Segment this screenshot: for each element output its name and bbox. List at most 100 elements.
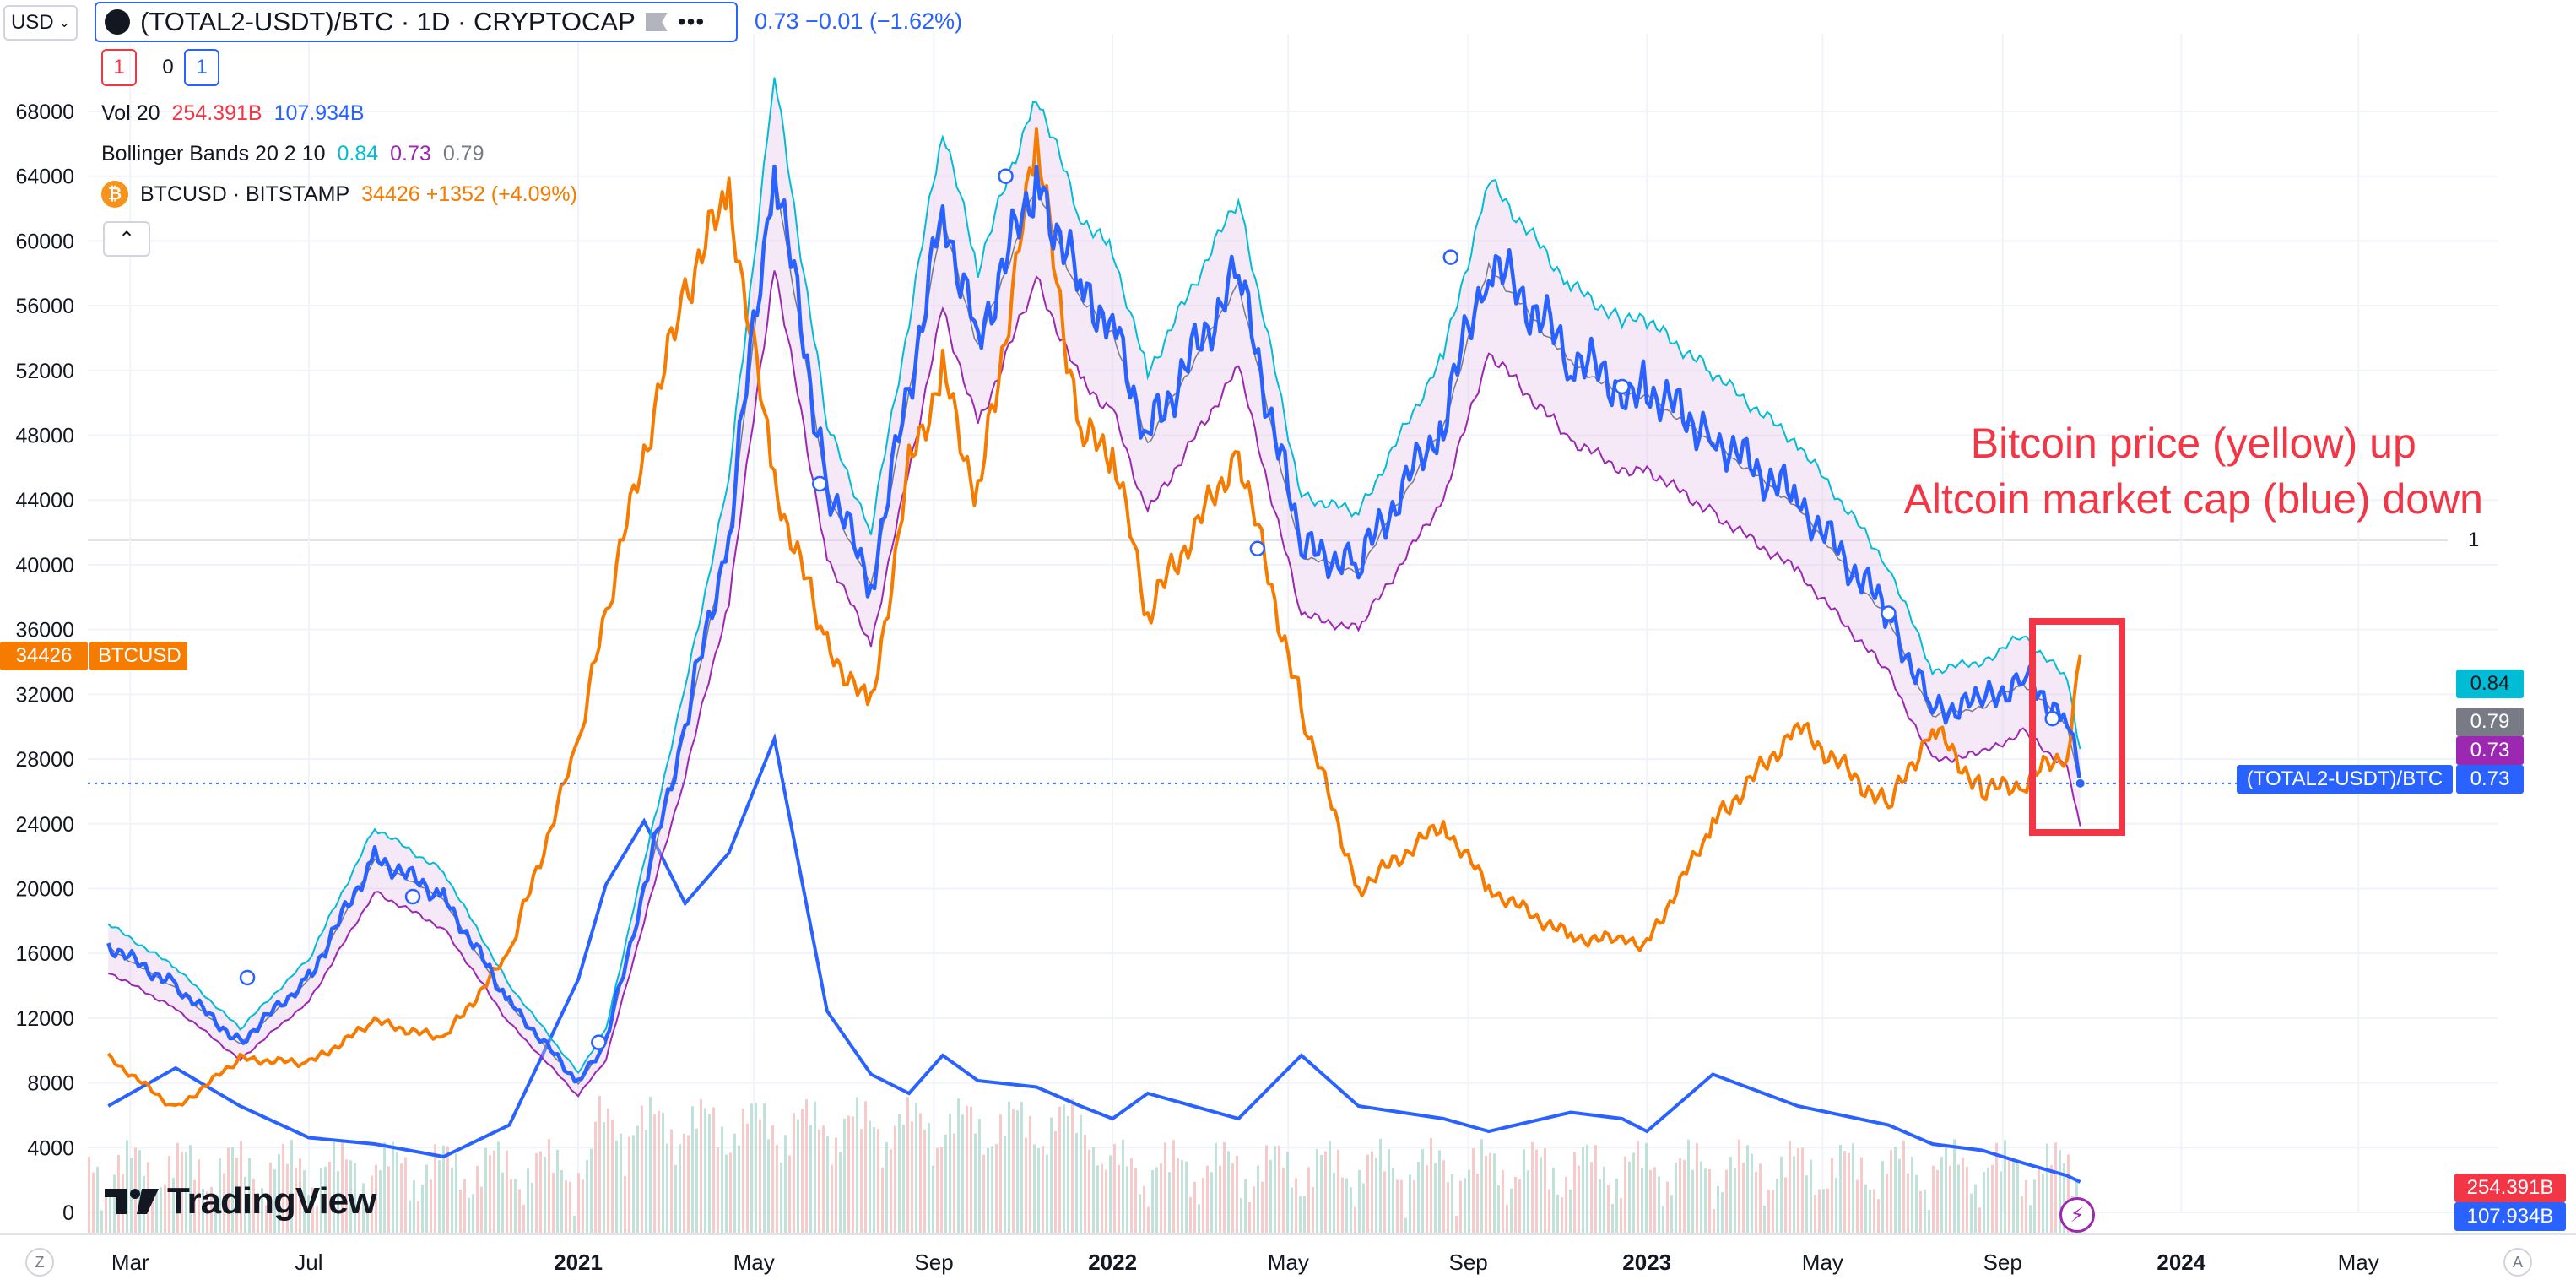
volume-bar (1653, 1167, 1656, 1233)
tradingview-logo-text: TradingView (167, 1180, 376, 1223)
volume-bar (1320, 1155, 1323, 1233)
volume-bar (708, 1114, 711, 1233)
volume-bar (966, 1106, 968, 1233)
volume-bar (1936, 1170, 1939, 1233)
volume-bar (679, 1144, 681, 1233)
volume-bar (957, 1098, 960, 1233)
x-tick-label: 2023 (1622, 1250, 1671, 1275)
volume-bar (1147, 1206, 1150, 1233)
volume-bar (632, 1135, 635, 1233)
volume-bar (1835, 1178, 1837, 1233)
volume-bar (100, 1210, 103, 1233)
volume-bar (2012, 1160, 2015, 1233)
volume-bar (1400, 1180, 1403, 1233)
volume-bar (586, 1160, 588, 1233)
volume-bar (1012, 1109, 1015, 1233)
volume-bar (2042, 1174, 2044, 1233)
volume-bar (898, 1114, 901, 1233)
volume-bar (1751, 1154, 1753, 1233)
volume-bar (2021, 1196, 2023, 1233)
volume-bar (1708, 1169, 1711, 1233)
volume-bar (1198, 1204, 1200, 1233)
volume-bar (793, 1113, 795, 1233)
currency-select[interactable]: USD ⌄ (3, 5, 78, 41)
flag-icon[interactable] (646, 13, 668, 31)
legend-volume[interactable]: Vol 20 254.391B 107.934B (101, 101, 365, 126)
volume-bar (1362, 1184, 1365, 1233)
volume-bar (1911, 1157, 1913, 1233)
volume-bar (1409, 1174, 1411, 1233)
volume-bar (873, 1127, 875, 1233)
volume-bar (2033, 1179, 2036, 1233)
alert-counter-red[interactable]: 1 (101, 49, 137, 86)
volume-bar (468, 1198, 470, 1233)
volume-bar (387, 1166, 390, 1233)
volume-bar (594, 1122, 597, 1233)
volume-bar (1008, 1102, 1010, 1233)
symbol-logo-icon (105, 9, 130, 35)
volume-bar (1691, 1170, 1694, 1233)
volume-bar (480, 1187, 483, 1233)
volume-bar (940, 1147, 943, 1233)
chevron-down-icon: ⌄ (59, 14, 70, 31)
volume-bar (1219, 1166, 1221, 1233)
symbol-search[interactable]: (TOTAL2-USDT)/BTC · 1D · CRYPTOCAP ••• (95, 2, 738, 42)
volume-bar (852, 1116, 854, 1233)
volume-bar (535, 1153, 538, 1233)
more-button[interactable]: ••• (678, 8, 705, 35)
volume-bar (1493, 1153, 1496, 1233)
volume-bar (1886, 1174, 1888, 1233)
auto-scale-button[interactable]: A (2503, 1248, 2532, 1277)
x-tick-label: May (1268, 1250, 1309, 1275)
volume-bar (1966, 1167, 1968, 1233)
volume-bar (1088, 1150, 1090, 1233)
volume-bar (1578, 1166, 1580, 1233)
bollinger-bands (108, 78, 2080, 1097)
volume-bar (1675, 1163, 1677, 1233)
alert-counter-blue[interactable]: 1 (184, 49, 219, 86)
volume-bar (607, 1109, 609, 1233)
event-marker (592, 1036, 605, 1049)
volume-bar (1620, 1198, 1622, 1233)
volume-bar (451, 1168, 453, 1233)
legend-btcusd[interactable]: ₿ BTCUSD · BITSTAMP 34426 +1352 (+4.09%) (101, 181, 577, 208)
volume-bar (831, 1165, 833, 1233)
volume-bar (1388, 1149, 1390, 1233)
volume-bar (1987, 1168, 1989, 1233)
volume-bar (1974, 1185, 1977, 1233)
volume-bar (1797, 1148, 1799, 1233)
scale-one-marker: 1 (2468, 529, 2479, 552)
volume-bar (1126, 1166, 1128, 1233)
volume-bar (944, 1135, 947, 1233)
collapse-legend-button[interactable]: ⌃ (103, 221, 150, 257)
volume-bar (1662, 1206, 1664, 1233)
volume-bar (750, 1103, 753, 1233)
volume-bar (987, 1148, 989, 1233)
volume-bar (767, 1139, 770, 1233)
y-tick-label: 56000 (15, 295, 74, 318)
x-tick-label: 2021 (554, 1250, 603, 1275)
volume-bar (1063, 1104, 1065, 1233)
legend-bollinger[interactable]: Bollinger Bands 20 2 10 0.84 0.73 0.79 (101, 142, 484, 166)
volume-bar (788, 1156, 791, 1233)
x-tick-label: May (733, 1250, 775, 1275)
volume-bar (518, 1190, 521, 1233)
volume-bar (1350, 1187, 1352, 1233)
volume-bar (577, 1173, 580, 1233)
volume-bar (725, 1154, 728, 1233)
volume-bar (1776, 1179, 1778, 1233)
volume-bar (1426, 1165, 1428, 1233)
series-lines (88, 129, 2237, 1105)
volume-bar (620, 1134, 622, 1233)
y-tick-label: 60000 (15, 230, 74, 253)
volume-bar (2008, 1157, 2010, 1233)
volume-bar (1856, 1180, 1859, 1233)
volume-bar (1831, 1158, 1833, 1233)
volume-bar (1890, 1150, 1892, 1233)
lightning-icon[interactable]: ⚡ (2059, 1197, 2095, 1233)
zoom-reset-button[interactable]: Z (25, 1248, 54, 1277)
volume-bar (1206, 1166, 1209, 1233)
volume-bar (1586, 1145, 1588, 1233)
volume-bar (1033, 1144, 1036, 1233)
volume-bar (1789, 1141, 1791, 1233)
